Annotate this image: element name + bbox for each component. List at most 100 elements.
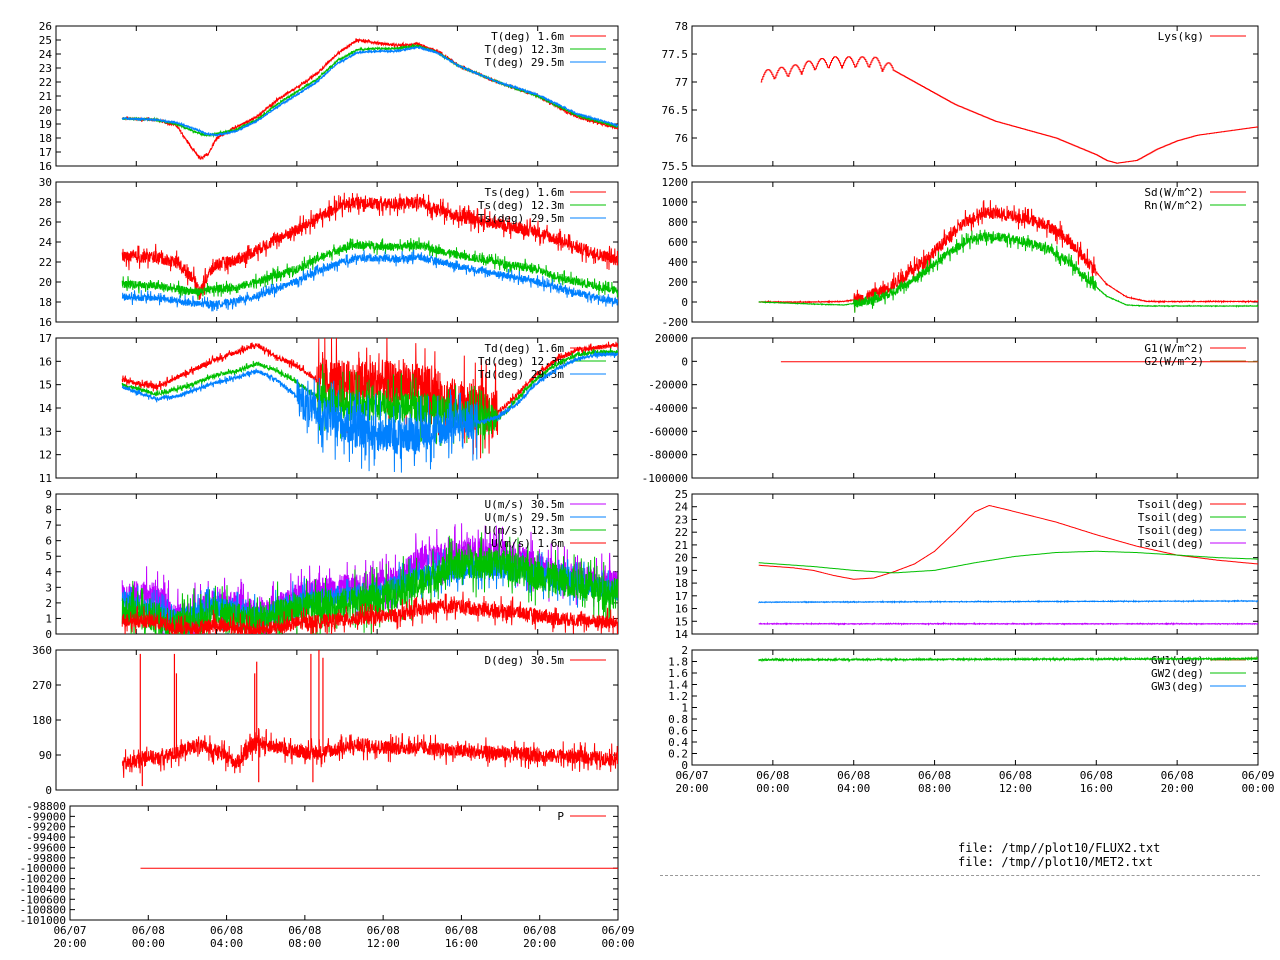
x-tick-date: 06/08 [288,924,321,937]
x-tick-date: 06/08 [999,769,1032,782]
legend-entry: Tsoil(deg) [1138,537,1204,550]
y-tick-label: -100800 [20,904,66,917]
y-tick-label: 3 [45,581,52,594]
y-tick-label: 1 [681,702,688,715]
y-tick-label: 2 [45,597,52,610]
y-tick-label: -100000 [20,862,66,875]
series-line [121,192,618,301]
y-tick-label: 22 [39,76,52,89]
legend-entry: G2(W/m^2) [1144,355,1204,368]
y-tick-label: -99000 [26,810,66,823]
y-tick-label: 0.2 [668,748,688,761]
x-tick-date: 06/08 [756,769,789,782]
y-tick-label: 26 [39,20,52,33]
x-tick-time: 08:00 [918,782,951,795]
y-tick-label: 21 [39,90,52,103]
y-tick-label: 75.5 [662,160,689,173]
y-tick-label: 25 [39,34,52,47]
y-tick-label: 1000 [662,196,689,209]
y-tick-label: 4 [45,566,52,579]
series-line [122,37,618,161]
y-tick-label: -99800 [26,852,66,865]
x-tick-time: 12:00 [367,937,400,950]
file-info-flux: file: /tmp//plot10/FLUX2.txt [958,841,1161,855]
y-tick-label: -80000 [648,449,688,462]
y-tick-label: 12 [39,449,52,462]
y-tick-label: 17 [39,332,52,345]
legend-entry: T(deg) 12.3m [485,43,565,56]
y-tick-label: -99400 [26,831,66,844]
y-tick-label: 16 [39,160,52,173]
y-tick-label: 13 [39,425,52,438]
x-tick-date: 06/08 [367,924,400,937]
x-tick-time: 08:00 [288,937,321,950]
y-tick-label: 19 [675,564,688,577]
y-tick-label: 20000 [655,332,688,345]
y-tick-label: 360 [32,644,52,657]
series-line [758,655,1258,663]
legend-entry: Ts(deg) 12.3m [478,199,564,212]
x-tick-time: 16:00 [1080,782,1113,795]
y-tick-label: 1.4 [668,679,688,692]
y-tick-label: 16 [675,603,688,616]
x-tick-time: 20:00 [675,782,708,795]
y-tick-label: 2 [681,644,688,657]
legend-entry: U(m/s) 29.5m [485,511,565,524]
y-tick-label: 270 [32,679,52,692]
y-tick-label: -99200 [26,821,66,834]
x-tick-time: 16:00 [445,937,478,950]
legend-entry: U(m/s) 12.3m [485,524,565,537]
y-tick-label: 11 [39,472,52,485]
y-tick-label: 20 [39,104,52,117]
y-tick-label: 5 [45,550,52,563]
y-tick-label: 90 [39,749,52,762]
x-tick-date: 06/09 [1241,769,1274,782]
y-tick-label: 76 [675,132,688,145]
series-line [121,727,618,778]
y-tick-label: -20000 [648,379,688,392]
y-tick-label: 15 [675,615,688,628]
y-tick-label: 1.8 [668,656,688,669]
y-tick-label: -100400 [20,883,66,896]
series-line [758,504,1258,580]
legend-entry: U(m/s) 1.6m [491,537,564,550]
y-tick-label: -101000 [20,914,66,927]
y-tick-label: 1 [45,612,52,625]
y-tick-label: 78 [675,20,688,33]
y-tick-label: 0.4 [668,736,688,749]
series-line [121,45,618,137]
x-tick-date: 06/08 [523,924,556,937]
y-tick-label: 23 [39,62,52,75]
series-line [758,599,1258,605]
chart-lys: 75.5 76 76.5 77 77.5 78 Lys(kg) [662,20,1259,173]
y-tick-label: -98800 [26,800,66,813]
legend-entry: D(deg) 30.5m [485,654,565,667]
legend-entry: Tsoil(deg) [1138,498,1204,511]
legend-entry: Lys(kg) [1158,30,1204,43]
x-tick-date: 06/08 [1080,769,1113,782]
x-tick-date: 06/08 [132,924,165,937]
y-tick-label: 0.8 [668,713,688,726]
series-line [121,350,618,473]
plot-frame [691,181,1259,323]
plot-frame [691,25,1259,167]
y-tick-label: 30 [39,176,52,189]
file-info-met: file: /tmp//plot10/MET2.txt [958,855,1154,869]
y-tick-label: 20 [39,276,52,289]
y-tick-label: 18 [39,132,52,145]
y-tick-label: -200 [662,316,689,329]
legend-entry: G1(W/m^2) [1144,342,1204,355]
y-tick-label: -100600 [20,893,66,906]
y-tick-label: 77 [675,76,688,89]
y-tick-label: 14 [675,628,689,641]
y-tick-label: 200 [668,276,688,289]
y-tick-label: 26 [39,216,52,229]
y-tick-label: 8 [45,504,52,517]
y-tick-label: 16 [39,355,52,368]
series-line [121,532,618,634]
y-tick-label: 0 [681,355,688,368]
legend-entry: P [557,810,564,823]
y-tick-label: 400 [668,256,688,269]
y-tick-label: 22 [39,256,52,269]
